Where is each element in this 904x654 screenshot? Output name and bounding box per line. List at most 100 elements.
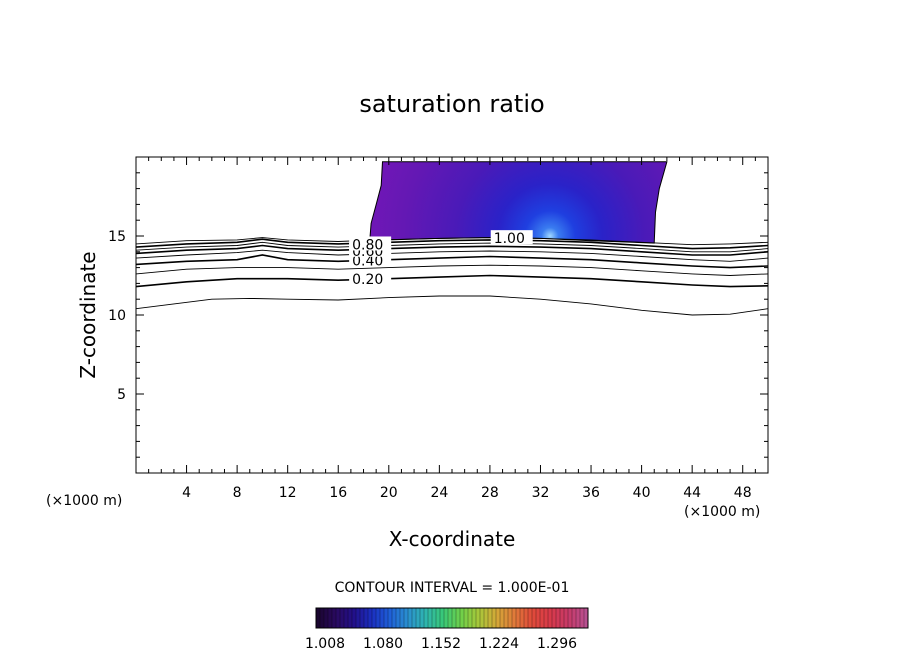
colorbar-stripe — [356, 608, 361, 628]
x-axis-ticks: 4 8 12 16 20 24 28 32 36 40 44 48 — [148, 157, 756, 501]
colorbar-stripe — [332, 608, 337, 628]
contour-label: 0.80 — [352, 237, 383, 253]
colorbar-stripe — [568, 608, 573, 628]
colorbar-stripe — [440, 608, 445, 628]
colorbar-stripe — [544, 608, 549, 628]
colorbar-stripe — [500, 608, 505, 628]
colorbar-stripe — [576, 608, 581, 628]
colorbar-stripe — [496, 608, 501, 628]
colorbar-frame — [315, 607, 589, 629]
colorbar-tick-label: 1.080 — [363, 636, 403, 652]
contour-labels: 0.200.400.600.80 1.00 — [349, 230, 533, 288]
colorbar-stripe — [420, 608, 425, 628]
colorbar-stripe — [492, 608, 497, 628]
colorbar-stripe — [412, 608, 417, 628]
colorbar-stripe — [416, 608, 421, 628]
contour-label: 0.20 — [352, 272, 383, 288]
colorbar-stripe — [452, 608, 457, 628]
x-tick-label: 36 — [582, 485, 600, 501]
colorbar-stripe — [384, 608, 389, 628]
contour-line-0.1 — [136, 295, 768, 316]
colorbar-stripe — [564, 608, 569, 628]
colorbar-stripe — [532, 608, 537, 628]
colorbar-stripe — [572, 608, 577, 628]
colorbar-stripe — [552, 608, 557, 628]
colorbar-stripe — [480, 608, 485, 628]
colorbar-tick-label: 1.296 — [537, 636, 577, 652]
colorbar-stripe — [540, 608, 545, 628]
x-tick-label: 8 — [233, 485, 242, 501]
colorbar-stripe — [376, 608, 381, 628]
colorbar-stripe — [476, 608, 481, 628]
x-unit-right: (×1000 m) — [684, 504, 760, 520]
x-tick-label: 4 — [182, 485, 191, 501]
colorbar-stripe — [352, 608, 357, 628]
colorbar-stripe — [328, 608, 333, 628]
colorbar-stripe — [468, 608, 473, 628]
contour-line-0.6 — [136, 244, 768, 256]
contour-line-0.4 — [136, 254, 768, 269]
y-tick-label: 10 — [108, 308, 126, 324]
colorbar-stripe — [316, 608, 321, 628]
colorbar-stripe — [368, 608, 373, 628]
colorbar-stripe — [508, 608, 513, 628]
contour-label-bg — [349, 271, 392, 286]
x-tick-label: 28 — [481, 485, 499, 501]
colorbar-stripe — [548, 608, 553, 628]
y-axis-ticks: 5 10 15 — [108, 172, 768, 458]
contour-label: 0.40 — [352, 253, 383, 269]
x-tick-label: 32 — [532, 485, 550, 501]
x-tick-label: 24 — [430, 485, 448, 501]
y-axis-label: Z-coordinate — [76, 251, 100, 378]
x-tick-label: 12 — [279, 485, 297, 501]
contour-line-0.2 — [136, 274, 768, 288]
contour-lines — [136, 237, 768, 316]
colorbar-stripe — [584, 608, 589, 628]
colorbar-tick-label: 1.224 — [479, 636, 519, 652]
colorbar-stripe — [408, 608, 413, 628]
colorbar-stripe — [380, 608, 385, 628]
colorbar-stripe — [428, 608, 433, 628]
colorbar-stripe — [404, 608, 409, 628]
colorbar-stripe — [340, 608, 345, 628]
colorbar-stripe — [364, 608, 369, 628]
colorbar-stripe — [560, 608, 565, 628]
contour-label-bg — [349, 236, 392, 251]
colorbar-stripe — [464, 608, 469, 628]
x-tick-label: 40 — [633, 485, 651, 501]
contour-interval-text: CONTOUR INTERVAL = 1.000E-01 — [335, 580, 570, 596]
x-axis-label: X-coordinate — [389, 527, 516, 551]
colorbar-stripe — [488, 608, 493, 628]
colorbar-labels: 1.008 1.080 1.152 1.224 1.296 — [305, 636, 577, 652]
colorbar-tick-label: 1.152 — [421, 636, 461, 652]
contour-line-0.9 — [136, 237, 768, 246]
colorbar-stripe — [460, 608, 465, 628]
colorbar-stripe — [456, 608, 461, 628]
colorbar-stripe — [320, 608, 325, 628]
colorbar-stripe — [444, 608, 449, 628]
colorbar-stripe — [432, 608, 437, 628]
colorbar-tick-label: 1.008 — [305, 636, 345, 652]
contour-label-bg — [490, 230, 533, 245]
colorbar-stripe — [512, 608, 517, 628]
colorbar-stripe — [484, 608, 489, 628]
colorbar-stripe — [520, 608, 525, 628]
y-tick-label: 15 — [108, 229, 126, 245]
contour-line-0.7 — [136, 241, 768, 253]
contour-line-0.8 — [136, 238, 768, 250]
contour-line-0.5 — [136, 249, 768, 262]
colorbar-stripe — [580, 608, 585, 628]
colorbar-stripe — [472, 608, 477, 628]
colorbar-stripe — [516, 608, 521, 628]
colorbar-stripe — [360, 608, 365, 628]
colorbar-stripe — [392, 608, 397, 628]
contour-line-0.3 — [136, 264, 768, 276]
colorbar-stripe — [536, 608, 541, 628]
colorbar-stripe — [388, 608, 393, 628]
colorbar-stripe — [504, 608, 509, 628]
contour-label: 1.00 — [494, 231, 525, 247]
x-tick-label: 48 — [734, 485, 752, 501]
colorbar-stripe — [396, 608, 401, 628]
colorbar-stripe — [344, 608, 349, 628]
